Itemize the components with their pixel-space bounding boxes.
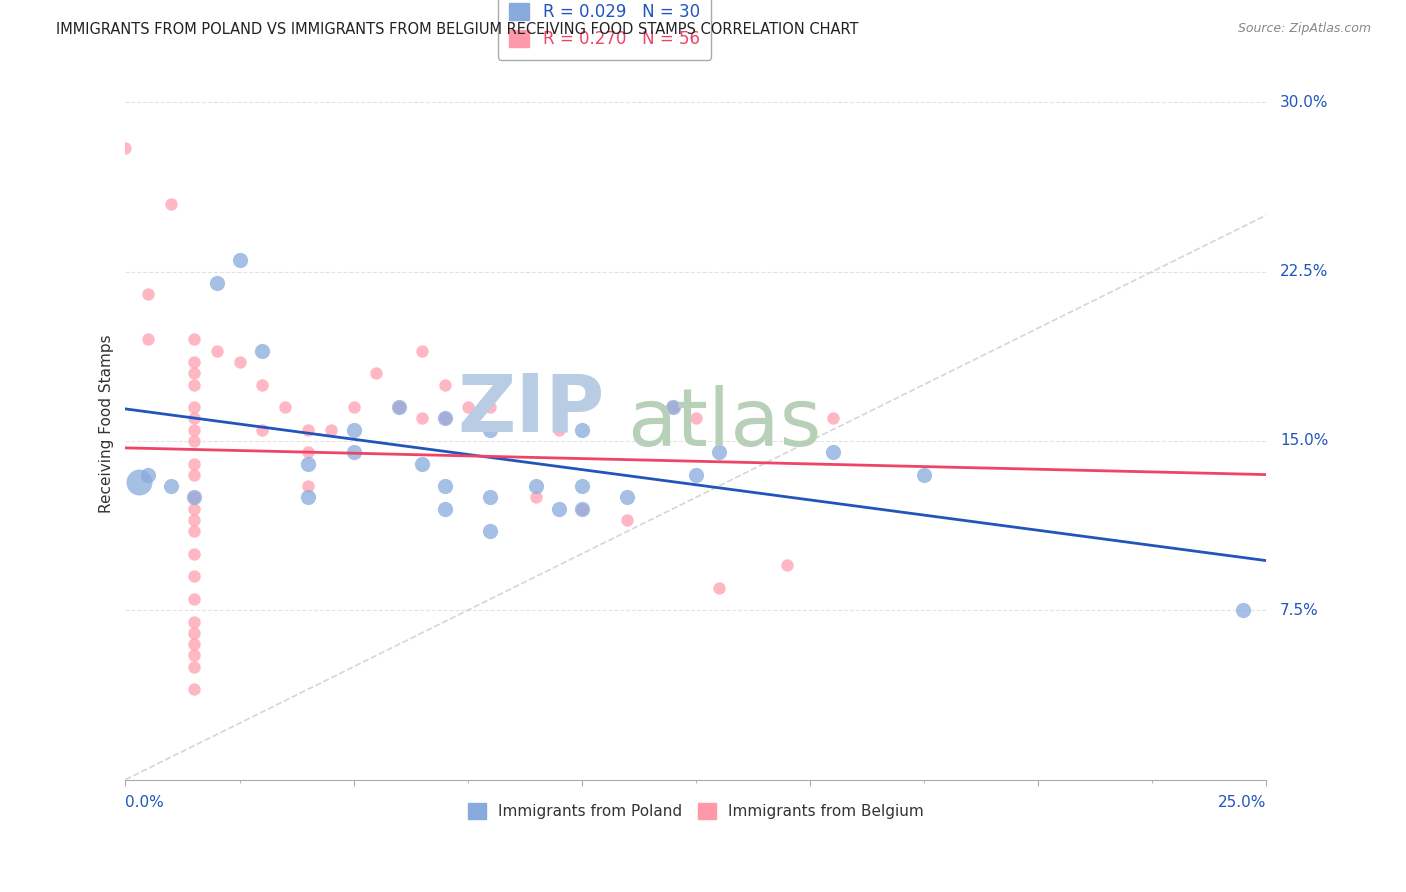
Point — [205, 343, 228, 358]
Point — [479, 423, 502, 437]
Text: 0.0%: 0.0% — [125, 796, 165, 810]
Point — [479, 400, 502, 414]
Point — [205, 276, 228, 290]
Point — [548, 423, 571, 437]
Point — [228, 253, 250, 268]
Point — [662, 400, 685, 414]
Point — [274, 400, 297, 414]
Point — [524, 479, 547, 493]
Point — [183, 411, 205, 425]
Point — [183, 467, 205, 482]
Point — [433, 411, 456, 425]
Point — [297, 445, 319, 459]
Point — [571, 501, 593, 516]
Point — [160, 197, 183, 211]
Point — [183, 513, 205, 527]
Point — [319, 423, 342, 437]
Point — [183, 377, 205, 392]
Point — [183, 423, 205, 437]
Point — [342, 423, 364, 437]
Point — [128, 475, 150, 489]
Point — [411, 343, 433, 358]
Point — [183, 333, 205, 347]
Point — [183, 434, 205, 448]
Point — [616, 491, 638, 505]
Point — [136, 333, 159, 347]
Point — [707, 581, 730, 595]
Point — [524, 491, 547, 505]
Point — [183, 648, 205, 663]
Point — [297, 491, 319, 505]
Point — [433, 411, 456, 425]
Text: IMMIGRANTS FROM POLAND VS IMMIGRANTS FROM BELGIUM RECEIVING FOOD STAMPS CORRELAT: IMMIGRANTS FROM POLAND VS IMMIGRANTS FRO… — [56, 22, 859, 37]
Point — [1232, 603, 1254, 617]
Text: 25.0%: 25.0% — [1218, 796, 1267, 810]
Point — [183, 625, 205, 640]
Point — [411, 457, 433, 471]
Point — [183, 659, 205, 673]
Point — [228, 355, 250, 369]
Point — [571, 501, 593, 516]
Point — [616, 513, 638, 527]
Y-axis label: Receiving Food Stamps: Receiving Food Stamps — [100, 334, 114, 514]
Point — [662, 400, 685, 414]
Point — [183, 457, 205, 471]
Point — [297, 423, 319, 437]
Point — [136, 287, 159, 301]
Text: 15.0%: 15.0% — [1279, 434, 1329, 449]
Point — [912, 467, 935, 482]
Point — [433, 479, 456, 493]
Point — [183, 366, 205, 380]
Point — [183, 491, 205, 505]
Text: 22.5%: 22.5% — [1279, 264, 1329, 279]
Point — [114, 140, 136, 154]
Point — [685, 411, 707, 425]
Point — [433, 501, 456, 516]
Point — [183, 491, 205, 505]
Point — [252, 377, 274, 392]
Point — [821, 445, 844, 459]
Text: 30.0%: 30.0% — [1279, 95, 1329, 110]
Point — [479, 524, 502, 539]
Point — [183, 501, 205, 516]
Point — [776, 558, 799, 573]
Point — [183, 682, 205, 697]
Point — [136, 467, 159, 482]
Point — [183, 569, 205, 583]
Point — [183, 524, 205, 539]
Point — [183, 637, 205, 651]
Point — [457, 400, 479, 414]
Point — [433, 377, 456, 392]
Point — [183, 615, 205, 629]
Point — [707, 445, 730, 459]
Point — [685, 467, 707, 482]
Point — [388, 400, 411, 414]
Point — [183, 400, 205, 414]
Point — [183, 355, 205, 369]
Legend: Immigrants from Poland, Immigrants from Belgium: Immigrants from Poland, Immigrants from … — [461, 797, 929, 825]
Point — [160, 479, 183, 493]
Point — [479, 491, 502, 505]
Point — [548, 501, 571, 516]
Point — [571, 479, 593, 493]
Point — [366, 366, 388, 380]
Text: 7.5%: 7.5% — [1279, 603, 1319, 618]
Point — [183, 547, 205, 561]
Text: ZIP: ZIP — [457, 371, 605, 449]
Point — [342, 400, 364, 414]
Point — [571, 423, 593, 437]
Point — [342, 445, 364, 459]
Point — [252, 423, 274, 437]
Point — [252, 343, 274, 358]
Point — [411, 411, 433, 425]
Text: Source: ZipAtlas.com: Source: ZipAtlas.com — [1237, 22, 1371, 36]
Point — [183, 592, 205, 607]
Point — [821, 411, 844, 425]
Text: atlas: atlas — [627, 385, 821, 463]
Point — [297, 479, 319, 493]
Point — [388, 400, 411, 414]
Point — [297, 457, 319, 471]
